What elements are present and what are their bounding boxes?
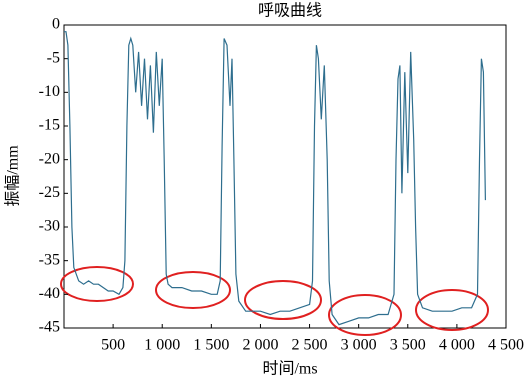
ellipse [328, 294, 402, 336]
y-tick-label: -25 [39, 184, 60, 201]
x-tick-label: 2 000 [242, 337, 278, 354]
y-tick-label: -40 [39, 285, 60, 302]
y-tick-label: -5 [47, 49, 60, 66]
x-tick-label: 4 500 [488, 337, 524, 354]
ellipse [155, 271, 231, 309]
x-tick-label: 2 500 [292, 337, 328, 354]
y-tick-label: 0 [52, 16, 60, 33]
y-tick-label: -30 [39, 218, 60, 235]
chart-title: 呼吸曲线 [258, 2, 322, 20]
x-tick-label: 4 000 [439, 337, 475, 354]
x-axis-label: 时间/ms [262, 360, 317, 378]
x-tick-label: 1 000 [144, 337, 180, 354]
y-tick-label: -15 [39, 117, 60, 134]
y-tick-label: -35 [39, 251, 60, 268]
data-line [64, 31, 486, 326]
x-tick-label: 500 [101, 337, 125, 354]
x-tick-label: 1 500 [193, 337, 229, 354]
x-tick-label: 3 000 [341, 337, 377, 354]
y-tick-label: -45 [39, 319, 60, 336]
x-tick-label: 3 500 [390, 337, 426, 354]
y-tick-label: -20 [39, 150, 60, 167]
ellipse [415, 289, 489, 331]
y-axis-label: 振幅/mm [4, 145, 22, 207]
ellipse [244, 280, 322, 320]
plot-frame [63, 24, 507, 329]
y-tick-label: -10 [39, 83, 60, 100]
highlight-ellipses [60, 266, 489, 336]
ellipse [60, 266, 134, 302]
